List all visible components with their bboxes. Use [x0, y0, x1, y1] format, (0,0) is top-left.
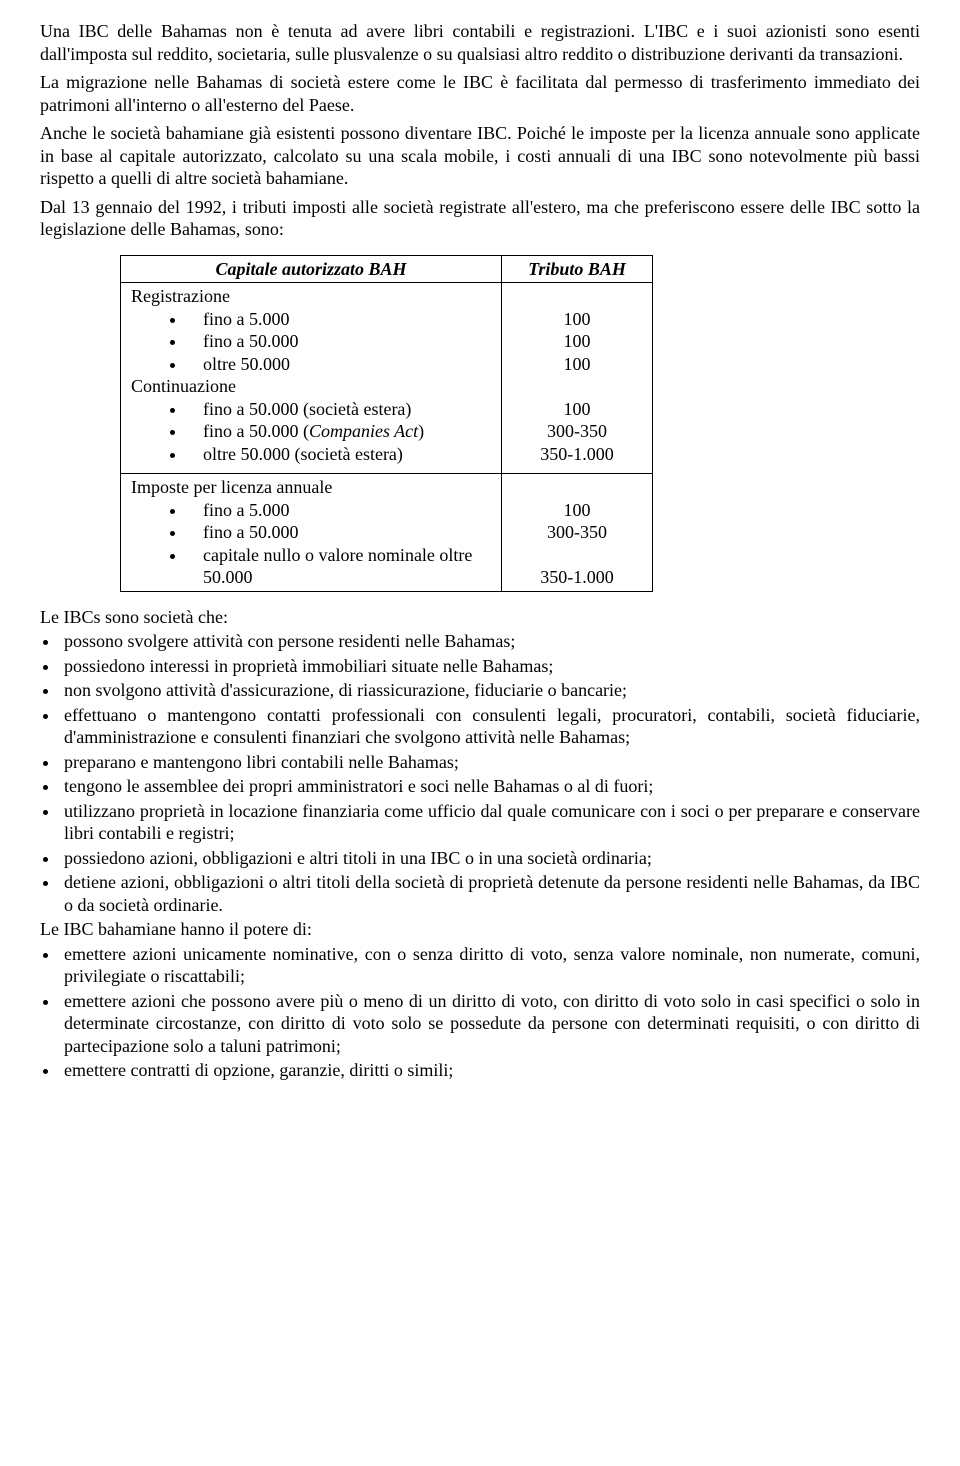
- reg-item-3: oltre 50.000: [187, 353, 491, 376]
- reg-item-2: fino a 50.000: [187, 330, 491, 353]
- trib-2-2: 300-350: [512, 420, 642, 443]
- sono-intro: Le IBCs sono società che:: [40, 606, 920, 629]
- tax-table: Capitale autorizzato BAH Tributo BAH Reg…: [120, 255, 653, 592]
- imp-item-3: capitale nullo o valore nominale oltre 5…: [187, 544, 491, 589]
- label-registrazione: Registrazione: [131, 285, 491, 308]
- cell-registrazione: Registrazione fino a 5.000 fino a 50.000…: [121, 283, 502, 474]
- imp-item-1: fino a 5.000: [187, 499, 491, 522]
- cell-tributo-1: 100 100 100 100 300-350 350-1.000: [502, 283, 653, 474]
- paragraph-2: La migrazione nelle Bahamas di società e…: [40, 71, 920, 116]
- sono-item-9: detiene azioni, obbligazioni o altri tit…: [60, 871, 920, 916]
- sono-item-1: possono svolgere attività con persone re…: [60, 630, 920, 653]
- header-capitale: Capitale autorizzato BAH: [121, 255, 502, 283]
- paragraph-3a: Anche le società bahamiane già esistenti…: [40, 122, 920, 190]
- potere-item-1: emettere azioni unicamente nominative, c…: [60, 943, 920, 988]
- paragraph-1: Una IBC delle Bahamas non è tenuta ad av…: [40, 20, 920, 65]
- cell-imposte: Imposte per licenza annuale fino a 5.000…: [121, 474, 502, 592]
- cont-item-3: oltre 50.000 (società estera): [187, 443, 491, 466]
- sono-list: possono svolgere attività con persone re…: [40, 630, 920, 916]
- cont-item-1: fino a 50.000 (società estera): [187, 398, 491, 421]
- label-continuazione: Continuazione: [131, 375, 491, 398]
- trib-1-1: 100: [512, 308, 642, 331]
- potere-item-3: emettere contratti di opzione, garanzie,…: [60, 1059, 920, 1082]
- trib-3-1: 100: [512, 499, 642, 522]
- trib-3-4: 350-1.000: [512, 566, 642, 589]
- header-tributo: Tributo BAH: [502, 255, 653, 283]
- sono-item-2: possiedono interessi in proprietà immobi…: [60, 655, 920, 678]
- cont-item-2: fino a 50.000 (Companies Act): [187, 420, 491, 443]
- label-imposte: Imposte per licenza annuale: [131, 476, 491, 499]
- sono-item-7: utilizzano proprietà in locazione finanz…: [60, 800, 920, 845]
- trib-3-2: 300-350: [512, 521, 642, 544]
- sono-item-5: preparano e mantengono libri contabili n…: [60, 751, 920, 774]
- potere-list: emettere azioni unicamente nominative, c…: [40, 943, 920, 1082]
- potere-intro: Le IBC bahamiane hanno il potere di:: [40, 918, 920, 941]
- reg-item-1: fino a 5.000: [187, 308, 491, 331]
- trib-2-1: 100: [512, 398, 642, 421]
- sono-item-8: possiedono azioni, obbligazioni e altri …: [60, 847, 920, 870]
- cell-tributo-2: 100 300-350 350-1.000: [502, 474, 653, 592]
- sono-item-3: non svolgono attività d'assicurazione, d…: [60, 679, 920, 702]
- potere-item-2: emettere azioni che possono avere più o …: [60, 990, 920, 1058]
- trib-2-3: 350-1.000: [512, 443, 642, 466]
- imp-item-2: fino a 50.000: [187, 521, 491, 544]
- paragraph-3b: Dal 13 gennaio del 1992, i tributi impos…: [40, 196, 920, 241]
- trib-1-3: 100: [512, 353, 642, 376]
- sono-item-6: tengono le assemblee dei propri amminist…: [60, 775, 920, 798]
- trib-1-2: 100: [512, 330, 642, 353]
- sono-item-4: effettuano o mantengono contatti profess…: [60, 704, 920, 749]
